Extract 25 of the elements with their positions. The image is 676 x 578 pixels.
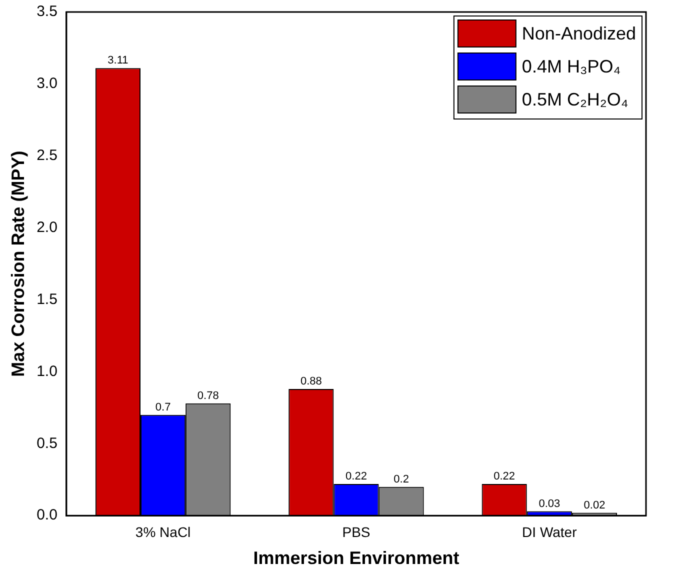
y-axis-title: Max Corrosion Rate (MPY) <box>8 150 28 377</box>
legend-label: 0.5M C₂H₂O₄ <box>522 89 628 110</box>
data-label: 0.7 <box>155 401 171 414</box>
y-tick-label: 3.5 <box>36 3 58 20</box>
data-label: 0.2 <box>394 473 409 486</box>
legend-label: Non-Anodized <box>522 23 636 44</box>
data-label: 0.78 <box>197 390 219 402</box>
y-tick-label: 1.5 <box>36 290 58 308</box>
x-tick-label: DI Water <box>522 524 578 540</box>
data-label: 0.22 <box>346 470 367 482</box>
data-label: 0.02 <box>584 499 606 512</box>
data-label: 0.88 <box>300 376 322 388</box>
data-label: 0.22 <box>494 470 516 482</box>
x-tick-label: 3% NaCl <box>135 524 191 540</box>
y-tick-label: 0.5 <box>36 434 58 452</box>
y-tick-label: 1.0 <box>36 362 58 380</box>
y-tick-label: 2.5 <box>36 147 58 164</box>
y-tick-label: 3.0 <box>36 75 58 92</box>
data-label: 0.03 <box>538 498 560 510</box>
legend-label: 0.4M H₃PO₄ <box>522 56 621 76</box>
y-tick-label: 2.0 <box>36 218 58 236</box>
y-tick-label: 0.0 <box>36 506 58 524</box>
data-label: 3.11 <box>108 54 128 67</box>
x-tick-label: PBS <box>342 524 370 540</box>
x-axis-title: Immersion Environment <box>253 548 460 568</box>
